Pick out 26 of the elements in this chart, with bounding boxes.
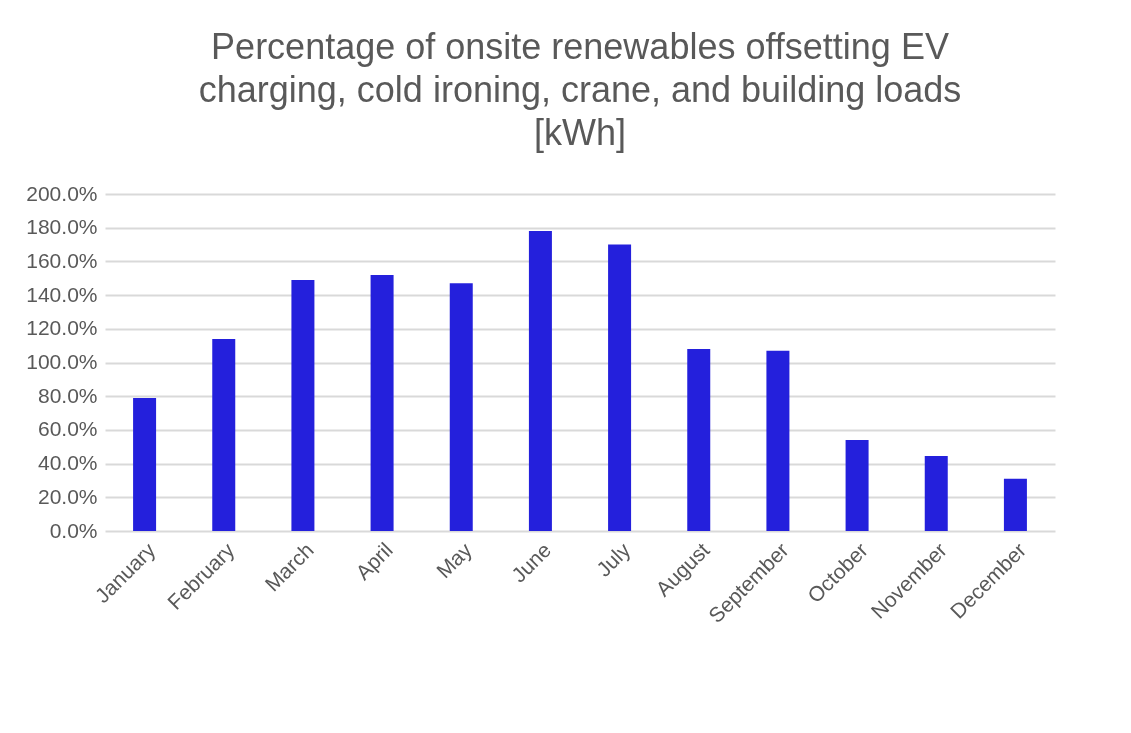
y-tick-label: 180.0% — [26, 215, 98, 239]
y-tick-label: 80.0% — [37, 383, 98, 407]
bar — [291, 279, 315, 531]
bar — [924, 456, 948, 531]
y-tick-label: 120.0% — [26, 316, 98, 340]
bar — [133, 397, 157, 531]
bar — [766, 350, 790, 531]
y-tick-label: 200.0% — [26, 181, 98, 205]
bar — [212, 338, 236, 531]
bar — [528, 231, 552, 531]
y-tick-label: 0.0% — [49, 518, 98, 542]
x-tick-label: May — [431, 537, 477, 583]
bar — [1003, 478, 1027, 531]
y-tick-label: 160.0% — [26, 248, 98, 272]
y-tick-label: 60.0% — [37, 417, 98, 441]
bar — [608, 244, 632, 531]
bar — [687, 349, 711, 531]
y-tick-label: 100.0% — [26, 350, 98, 373]
bar — [449, 283, 473, 531]
y-tick-label: 140.0% — [26, 282, 98, 306]
x-tick-label: July — [591, 537, 635, 581]
bar — [845, 440, 869, 531]
y-tick-label: 20.0% — [37, 484, 98, 508]
chart-title: Percentage of onsite renewables offsetting EV charging, cold ironing, crane, and building loads [kWh] — [198, 26, 962, 153]
bar — [370, 274, 394, 531]
y-tick-label: 40.0% — [37, 451, 98, 475]
